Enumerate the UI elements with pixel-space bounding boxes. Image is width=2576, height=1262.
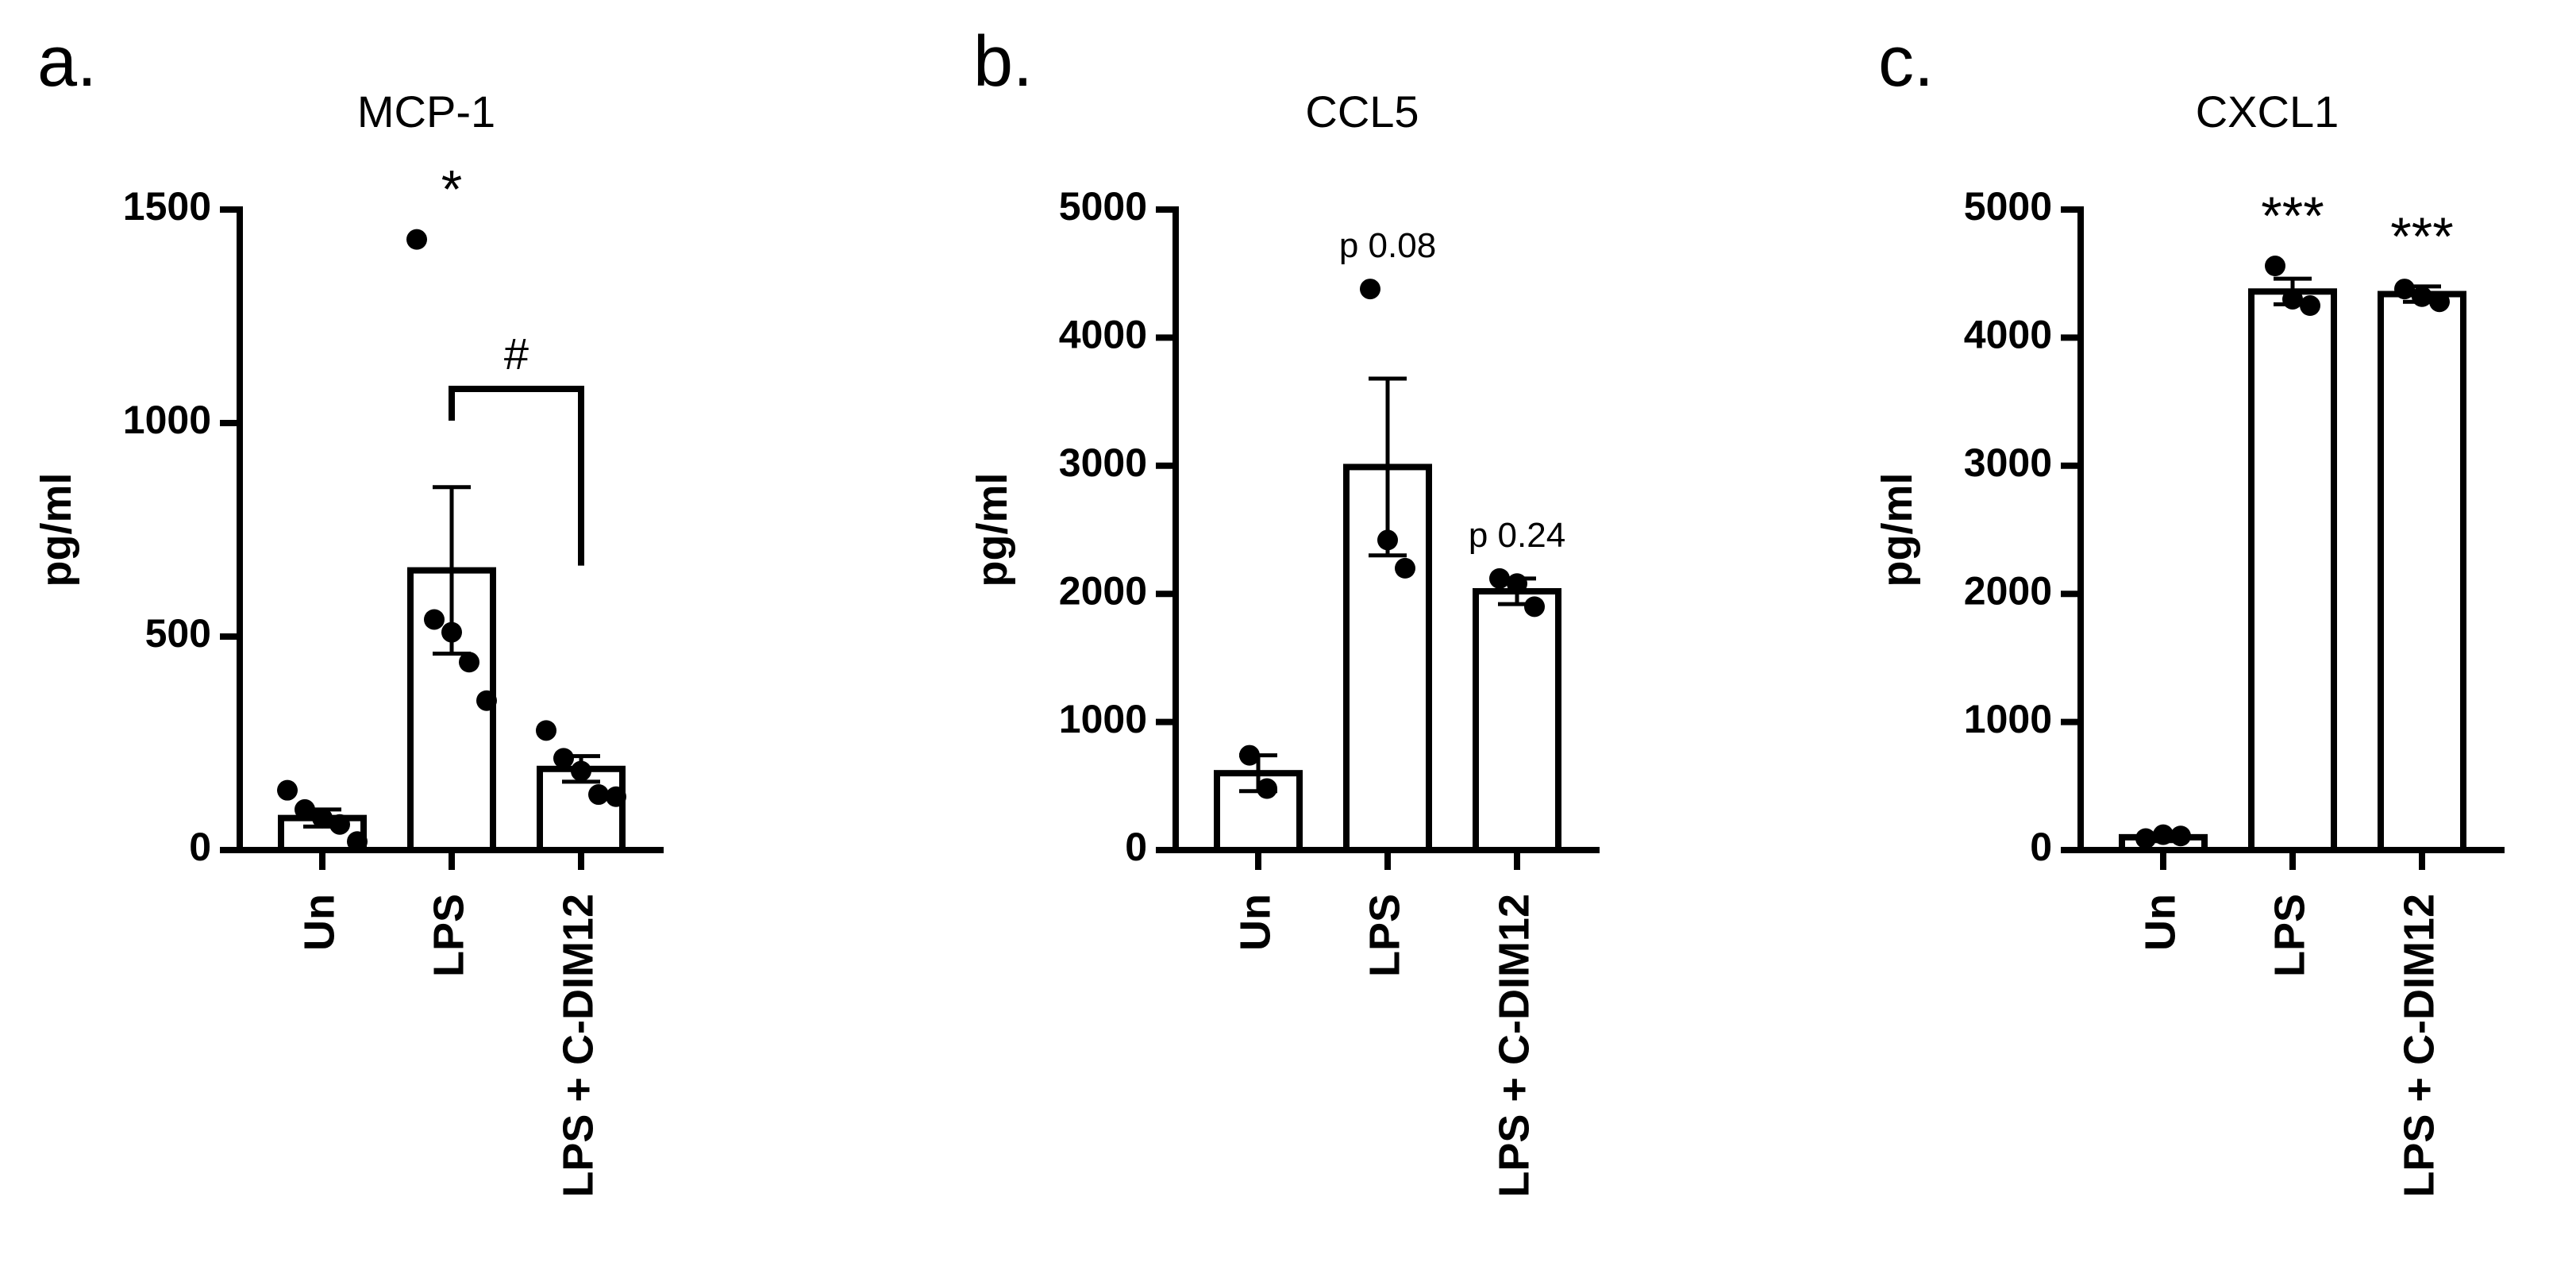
bar <box>2378 290 2466 853</box>
data-point <box>536 720 556 741</box>
y-tick-label: 2000 <box>1059 568 1147 613</box>
significance-bracket <box>449 386 584 566</box>
data-point <box>2412 286 2432 307</box>
data-point <box>1395 557 1415 579</box>
data-point <box>2282 288 2303 310</box>
x-tick-label: LPS <box>2266 894 2313 977</box>
chart-title: CCL5 <box>1305 87 1419 137</box>
y-tick-label: 1000 <box>123 398 211 442</box>
x-tick-label: LPS + C-DIM12 <box>2395 894 2443 1198</box>
x-tick-label: LPS + C-DIM12 <box>1490 894 1538 1198</box>
data-point <box>1239 745 1260 766</box>
x-tick-label: Un <box>1231 894 1279 951</box>
y-tick-label: 4000 <box>1059 313 1147 357</box>
y-tick-label: 5000 <box>1059 184 1147 229</box>
data-point <box>2429 291 2450 313</box>
annotation: *** <box>2261 186 2324 246</box>
y-tick-label: 3000 <box>1059 441 1147 485</box>
y-tick-label: 5000 <box>1964 184 2052 229</box>
data-point <box>347 831 368 852</box>
data-point <box>588 784 609 806</box>
y-tick-label: 1500 <box>123 184 211 229</box>
data-point <box>459 652 479 673</box>
data-point <box>312 807 333 829</box>
data-point <box>329 814 350 835</box>
data-point <box>2170 825 2191 847</box>
annotation: p 0.24 <box>1469 516 1565 555</box>
data-point <box>1360 279 1380 300</box>
panel-label: b. <box>973 22 1033 102</box>
data-point <box>571 760 591 782</box>
bar <box>1473 587 1561 853</box>
y-tick-label: 2000 <box>1964 568 2052 613</box>
data-point <box>441 621 462 643</box>
y-axis-label: pg/ml <box>1873 473 1921 587</box>
data-point <box>406 229 427 250</box>
data-point <box>606 786 626 807</box>
data-point <box>2265 256 2285 277</box>
data-point <box>553 748 574 769</box>
y-tick-label: 1000 <box>1964 697 2052 741</box>
x-tick-label: LPS + C-DIM12 <box>554 894 602 1198</box>
chart-title: CXCL1 <box>2196 87 2339 137</box>
bar <box>2248 288 2337 853</box>
data-point <box>1257 778 1277 799</box>
y-tick-label: 4000 <box>1964 313 2052 357</box>
y-tick-label: 0 <box>1125 825 1147 869</box>
data-point <box>1377 529 1398 551</box>
x-tick-label: Un <box>295 894 343 951</box>
y-tick-label: 0 <box>189 825 211 869</box>
error-bar <box>1369 376 1407 558</box>
data-point <box>2153 824 2174 845</box>
x-tick-label: LPS <box>1361 894 1408 977</box>
bracket-label: # <box>504 329 529 379</box>
chart-title: MCP-1 <box>357 87 495 137</box>
data-point <box>424 609 445 630</box>
annotation: *** <box>2390 206 2453 267</box>
y-tick-label: 3000 <box>1964 441 2052 485</box>
x-tick-label: LPS <box>425 894 472 977</box>
data-point <box>2394 279 2415 300</box>
data-point <box>2300 295 2320 317</box>
data-point <box>476 690 497 711</box>
y-axis-label: pg/ml <box>968 473 1016 587</box>
y-tick-label: 1000 <box>1059 697 1147 741</box>
data-point <box>1524 596 1545 618</box>
y-tick-label: 500 <box>145 611 211 656</box>
data-point <box>295 798 315 820</box>
data-point <box>1507 573 1527 594</box>
panel-label: a. <box>37 22 97 102</box>
annotation: * <box>441 160 462 220</box>
y-tick-label: 0 <box>2030 825 2052 869</box>
data-point <box>1489 568 1510 589</box>
x-tick-label: Un <box>2136 894 2184 951</box>
panel-label: c. <box>1878 22 1934 102</box>
data-point <box>277 779 298 801</box>
data-point <box>2135 828 2156 849</box>
annotation: p 0.08 <box>1339 226 1436 265</box>
y-axis-label: pg/ml <box>33 473 80 587</box>
